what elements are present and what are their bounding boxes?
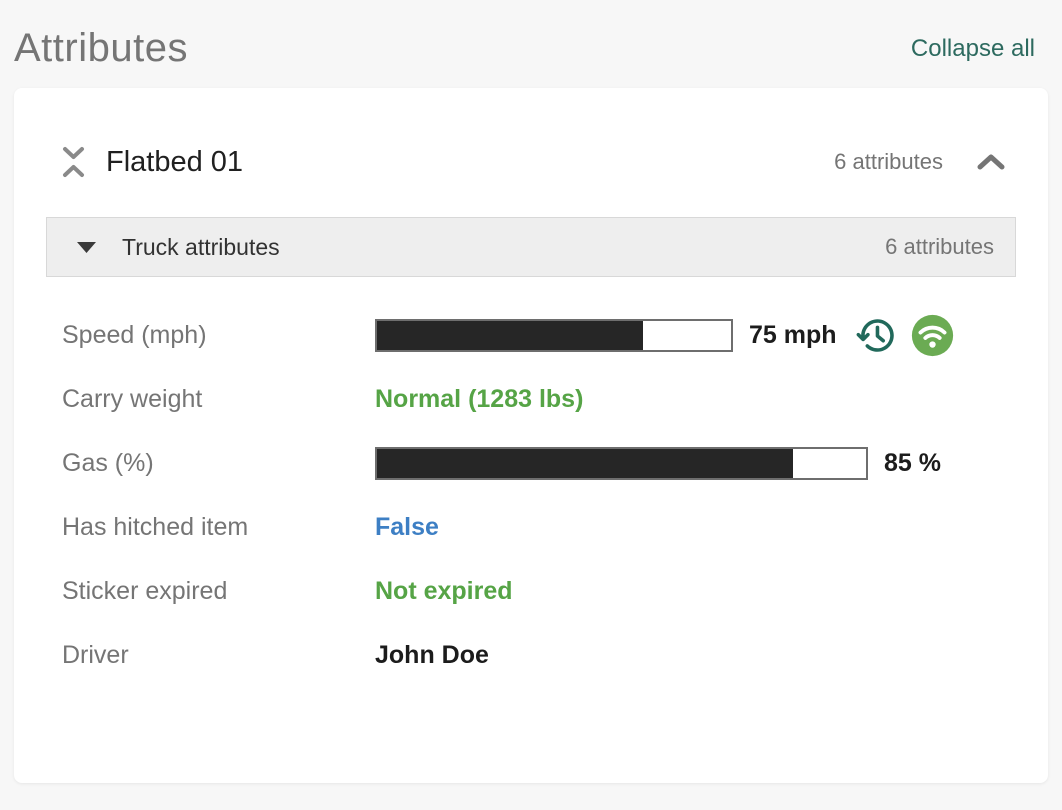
attr-value: 75 mph — [375, 313, 955, 358]
driver-value: John Doe — [375, 640, 489, 669]
wifi-icon — [911, 314, 953, 356]
history-icon[interactable] — [854, 314, 897, 357]
attr-row-speed: Speed (mph) 75 mph — [62, 303, 1006, 367]
collapse-all-link[interactable]: Collapse all — [910, 34, 1035, 62]
gas-progress-bar — [375, 446, 868, 480]
attr-row-driver: Driver John Doe — [62, 623, 1006, 687]
attr-label: Speed (mph) — [62, 320, 207, 349]
sticker-expired-value: Not expired — [375, 576, 513, 605]
attr-row-has-hitched-item: Has hitched item False — [62, 495, 1006, 559]
attr-label: Sticker expired — [62, 576, 228, 605]
attr-row-gas: Gas (%) 85 % — [62, 431, 1006, 495]
caret-down-icon — [77, 241, 96, 253]
section-bar-truck-attributes[interactable]: Truck attributes 6 attributes — [46, 217, 1016, 277]
section-title: Truck attributes — [122, 233, 280, 260]
speed-progress-fill — [377, 320, 643, 350]
attr-row-carry-weight: Carry weight Normal (1283 lbs) — [62, 367, 1006, 431]
gas-progress-fill — [377, 448, 793, 478]
group-header-flatbed-01: Flatbed 01 6 attributes — [14, 88, 1048, 180]
attributes-card: Flatbed 01 6 attributes Truck attributes… — [14, 88, 1048, 783]
section-attribute-count: 6 attributes — [885, 234, 994, 259]
chevron-up-icon[interactable] — [976, 153, 1006, 171]
attr-label: Driver — [62, 640, 129, 669]
attribute-rows: Speed (mph) 75 mph Carry — [62, 303, 1006, 687]
page-header: Attributes Collapse all — [0, 0, 1062, 71]
attr-row-sticker-expired: Sticker expired Not expired — [62, 559, 1006, 623]
speed-progress-bar — [375, 318, 733, 352]
group-title: Flatbed 01 — [106, 145, 244, 178]
has-hitched-item-value: False — [375, 512, 439, 541]
attr-label: Gas (%) — [62, 448, 154, 477]
page-title: Attributes — [14, 26, 188, 70]
speed-value: 75 mph — [749, 320, 837, 349]
group-attribute-count: 6 attributes — [834, 149, 943, 174]
collapse-vertical-icon[interactable] — [60, 144, 87, 180]
attr-label: Carry weight — [62, 384, 203, 413]
attr-label: Has hitched item — [62, 512, 249, 541]
attr-value: 85 % — [375, 446, 941, 480]
gas-value: 85 % — [884, 448, 941, 477]
carry-weight-value: Normal (1283 lbs) — [375, 384, 584, 413]
